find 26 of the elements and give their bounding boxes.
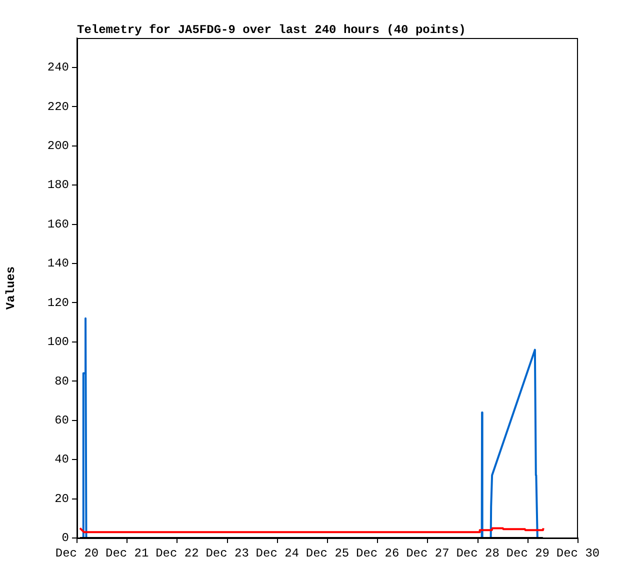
x-tick-label: Dec 25 xyxy=(306,546,350,560)
x-tick-label: Dec 23 xyxy=(206,546,249,560)
y-tick-label: 140 xyxy=(47,256,69,271)
y-axis-title: Values xyxy=(4,266,18,310)
y-tick-label: 100 xyxy=(47,335,69,350)
y-tick-label: 80 xyxy=(54,374,69,388)
y-tick-label: 160 xyxy=(47,217,69,232)
y-tick-label: 40 xyxy=(54,452,69,467)
chart-title: Telemetry for JA5FDG-9 over last 240 hours (40 points) xyxy=(77,23,466,38)
y-tick-label: 60 xyxy=(54,414,69,428)
y-tick-label: 120 xyxy=(47,296,69,310)
x-tick-label: Dec 21 xyxy=(105,546,149,560)
x-tick-label: Dec 24 xyxy=(256,546,300,560)
x-tick-label: Dec 20 xyxy=(55,546,99,560)
y-tick-label: 0 xyxy=(62,531,69,546)
x-tick-label: Dec 26 xyxy=(356,546,400,560)
y-tick-label: 220 xyxy=(47,100,69,114)
y-tick-label: 20 xyxy=(54,492,69,506)
x-tick-label: Dec 27 xyxy=(406,546,450,560)
x-tick-label: Dec 29 xyxy=(506,546,550,560)
x-tick-label: Dec 28 xyxy=(456,546,500,560)
y-tick-label: 200 xyxy=(47,139,69,154)
x-tick-label: Dec 30 xyxy=(556,546,600,560)
y-tick-label: 180 xyxy=(47,178,69,192)
y-tick-label: 240 xyxy=(47,60,69,75)
x-tick-label: Dec 22 xyxy=(156,546,199,560)
